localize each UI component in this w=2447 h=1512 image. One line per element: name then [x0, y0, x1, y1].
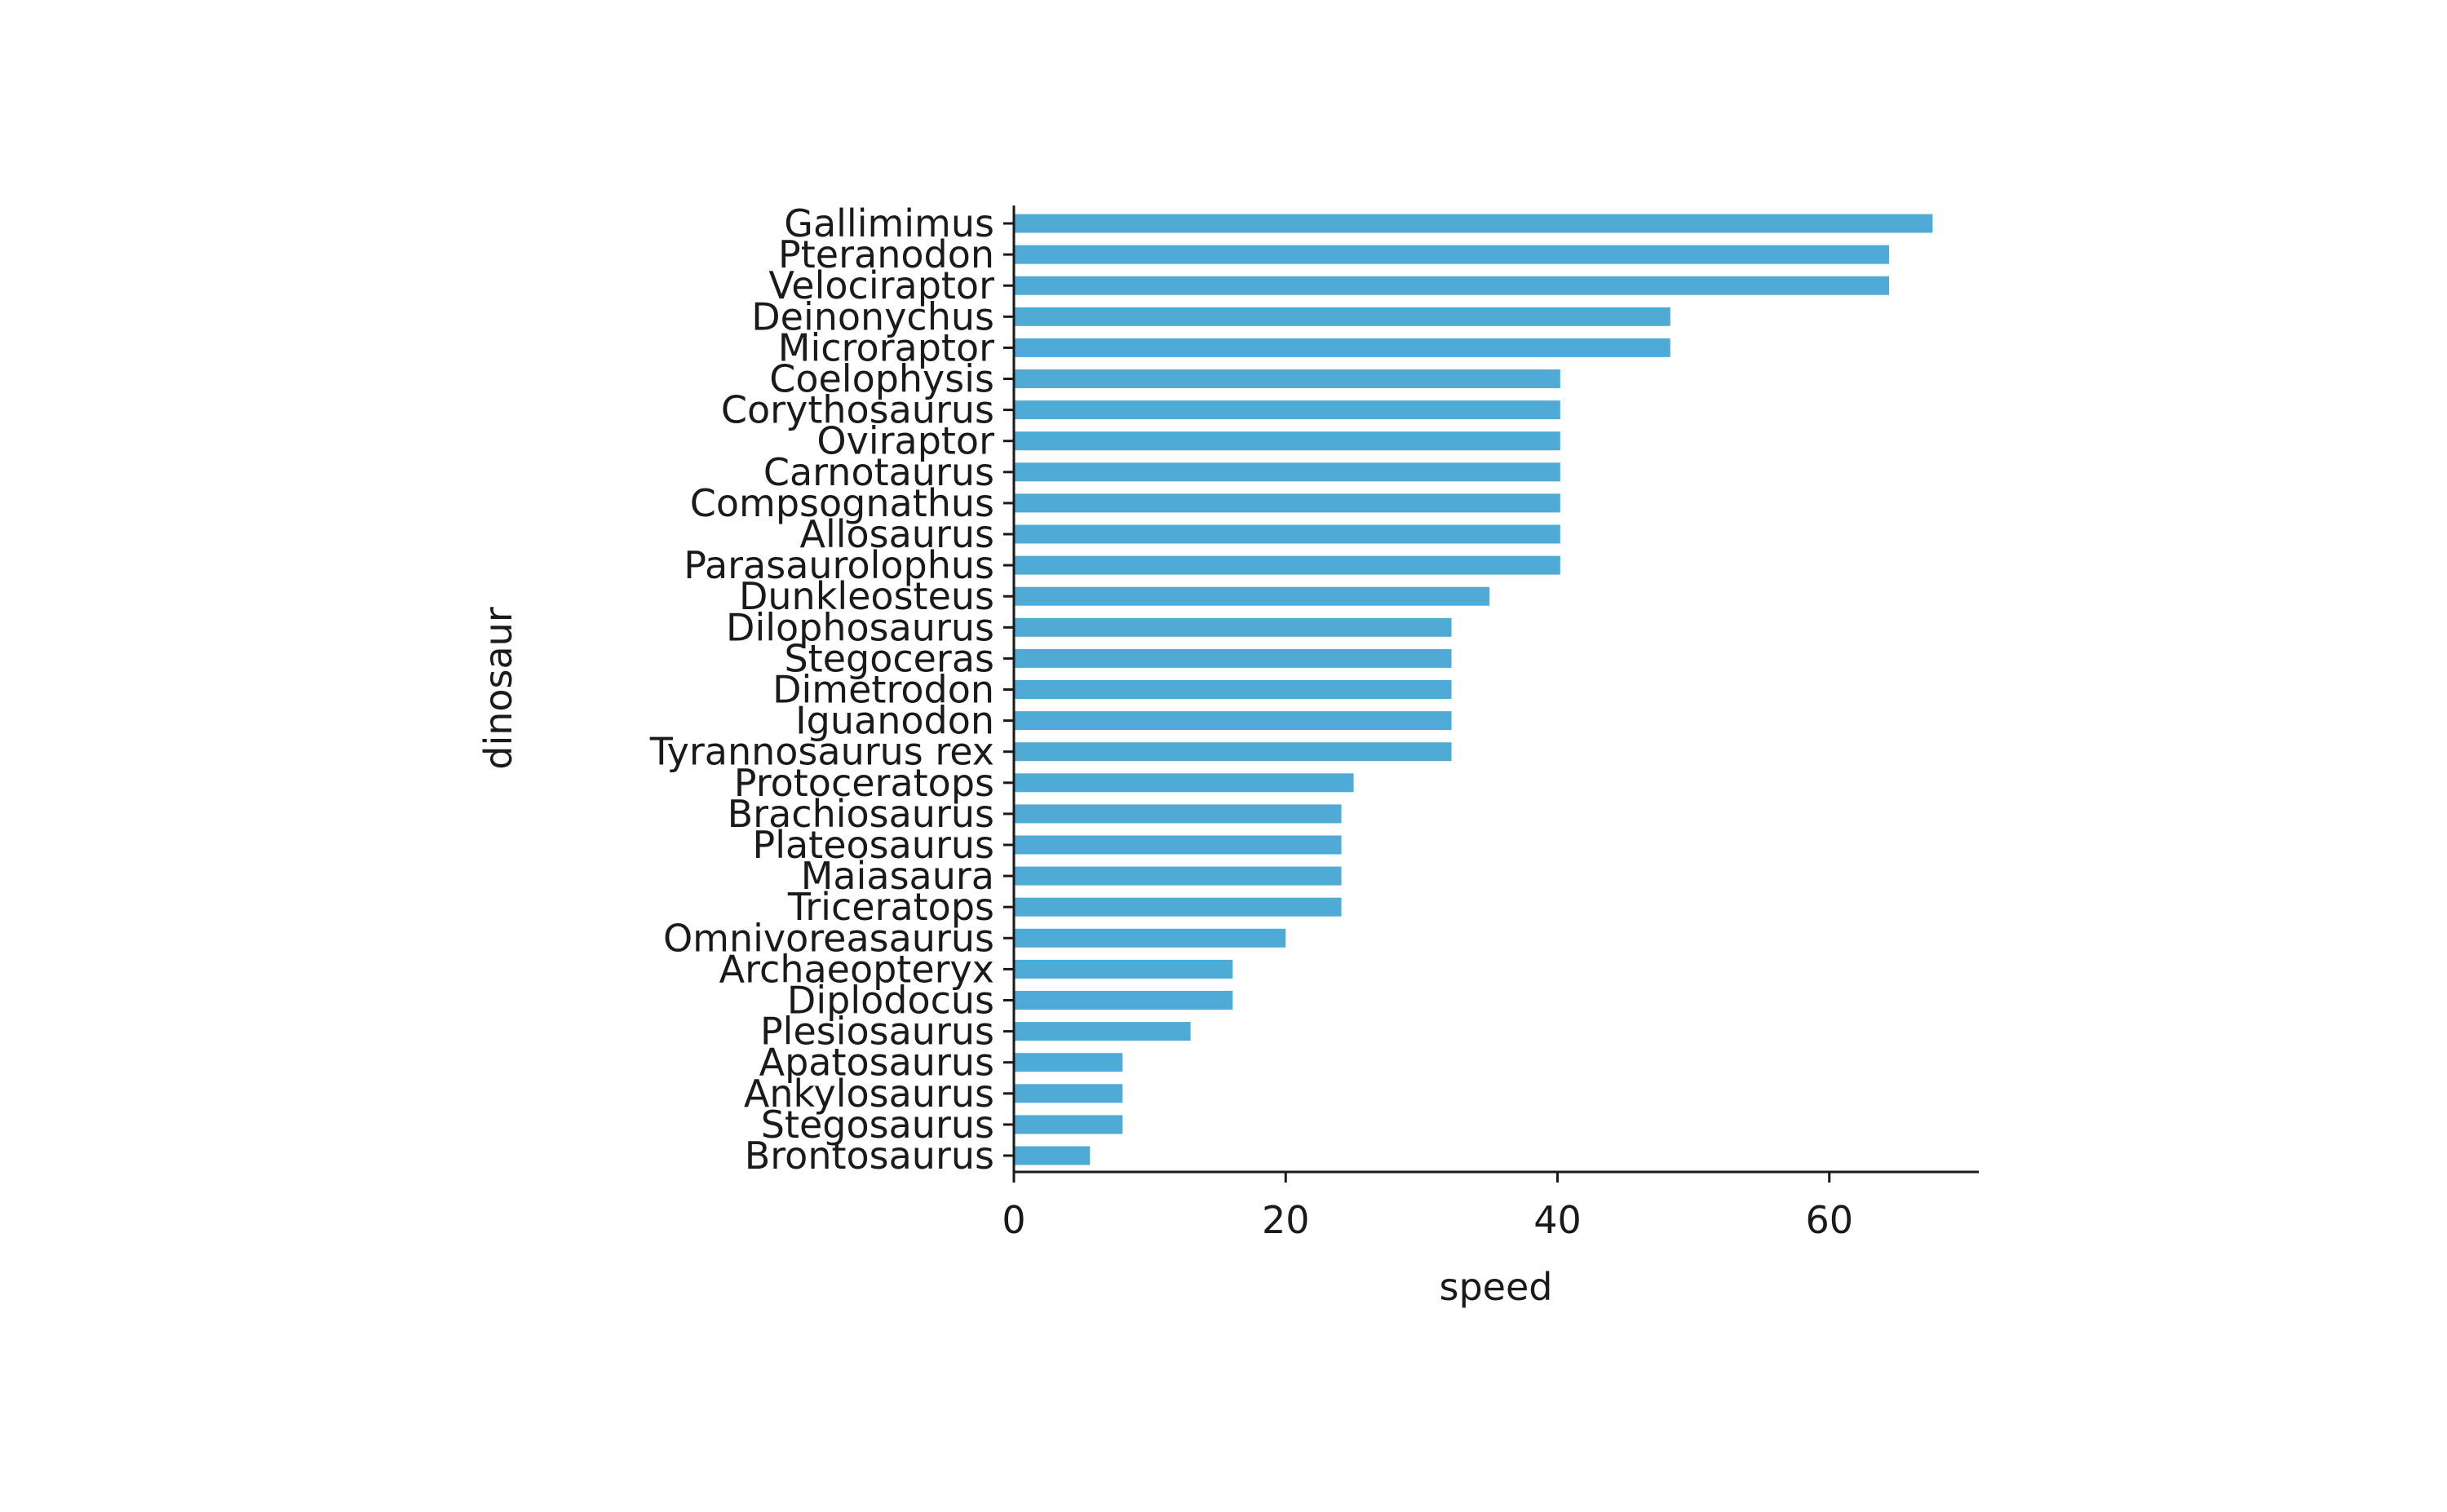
- x-tick-labels: 0 20 40 60: [1002, 1172, 1853, 1242]
- bar: [1014, 1115, 1123, 1134]
- y-tick-label: Dilophosaurus: [726, 605, 994, 649]
- y-tick-label: Carnotaurus: [763, 450, 994, 494]
- bar: [1014, 586, 1490, 606]
- x-tick-label: 60: [1805, 1198, 1853, 1242]
- bar: [1014, 804, 1342, 824]
- y-tick-label: Stegoceras: [784, 636, 994, 680]
- bar: [1014, 617, 1452, 637]
- bar: [1014, 742, 1452, 762]
- bar: [1014, 991, 1233, 1010]
- y-tick-label: Maiasaura: [801, 854, 994, 898]
- bar: [1014, 1022, 1191, 1041]
- y-tick-label: Gallimimus: [784, 201, 994, 245]
- y-tick-label: Omnivoreasaurus: [663, 916, 994, 960]
- y-tick-label: Plesiosaurus: [760, 1010, 994, 1054]
- bar: [1014, 1084, 1123, 1103]
- x-tick-label: 0: [1002, 1198, 1025, 1242]
- y-tick-label: Corythosaurus: [721, 388, 994, 432]
- y-tick-label: Microraptor: [778, 325, 994, 369]
- y-tick-label: Plateosaurus: [752, 823, 994, 867]
- y-tick-label: Parasaurolophus: [684, 543, 994, 587]
- bar: [1014, 1146, 1091, 1165]
- y-tick-label: Compsognathus: [690, 481, 994, 525]
- bar: [1014, 959, 1233, 979]
- y-tick-labels: GallimimusPteranodonVelociraptorDeinonyc…: [649, 201, 1014, 1178]
- y-axis-label: dinosaur: [476, 607, 520, 770]
- bar: [1014, 400, 1560, 420]
- y-tick-label: Archaeopteryx: [719, 947, 994, 991]
- y-tick-label: Dunkleosteus: [739, 574, 994, 618]
- y-tick-label: Ankylosaurus: [744, 1072, 994, 1116]
- bar: [1014, 276, 1890, 295]
- bars-group: [1014, 214, 1933, 1165]
- y-tick-label: Coelophysis: [769, 357, 994, 401]
- y-tick-label: Brachiosaurus: [728, 792, 994, 836]
- y-tick-label: Allosaurus: [799, 512, 994, 556]
- y-tick-label: Stegosaurus: [761, 1103, 994, 1147]
- bar: [1014, 338, 1670, 357]
- bar: [1014, 928, 1286, 948]
- y-tick-label: Iguanodon: [795, 699, 994, 743]
- x-tick-label: 20: [1262, 1198, 1310, 1242]
- y-tick-label: Pteranodon: [778, 232, 994, 276]
- y-tick-label: Apatosaurus: [759, 1041, 994, 1085]
- bar: [1014, 866, 1342, 886]
- y-tick-label: Dimetrodon: [772, 668, 994, 712]
- y-tick-label: Protoceratops: [734, 761, 994, 805]
- bar: [1014, 307, 1670, 326]
- y-tick-label: Tyrannosaurus rex: [649, 730, 994, 774]
- bar: [1014, 431, 1560, 451]
- bar: [1014, 835, 1342, 855]
- bar: [1014, 524, 1560, 544]
- y-tick-label: Diplodocus: [787, 979, 994, 1023]
- bar: [1014, 555, 1560, 575]
- bar: [1014, 897, 1342, 917]
- x-tick-label: 40: [1533, 1198, 1582, 1242]
- bar: [1014, 648, 1452, 668]
- bar: [1014, 493, 1560, 513]
- bar: [1014, 214, 1933, 233]
- bar: [1014, 1053, 1123, 1072]
- bar: [1014, 245, 1890, 264]
- x-axis-label: speed: [1440, 1265, 1553, 1309]
- y-tick-label: Oviraptor: [816, 419, 994, 463]
- bar: [1014, 680, 1452, 699]
- y-tick-label: Triceratops: [787, 885, 994, 929]
- bar: [1014, 711, 1452, 731]
- bar: [1014, 369, 1560, 388]
- y-tick-label: Brontosaurus: [745, 1134, 994, 1178]
- y-tick-label: Velociraptor: [768, 263, 994, 307]
- bar: [1014, 462, 1560, 482]
- bar: [1014, 773, 1354, 793]
- y-tick-label: Deinonychus: [751, 294, 994, 338]
